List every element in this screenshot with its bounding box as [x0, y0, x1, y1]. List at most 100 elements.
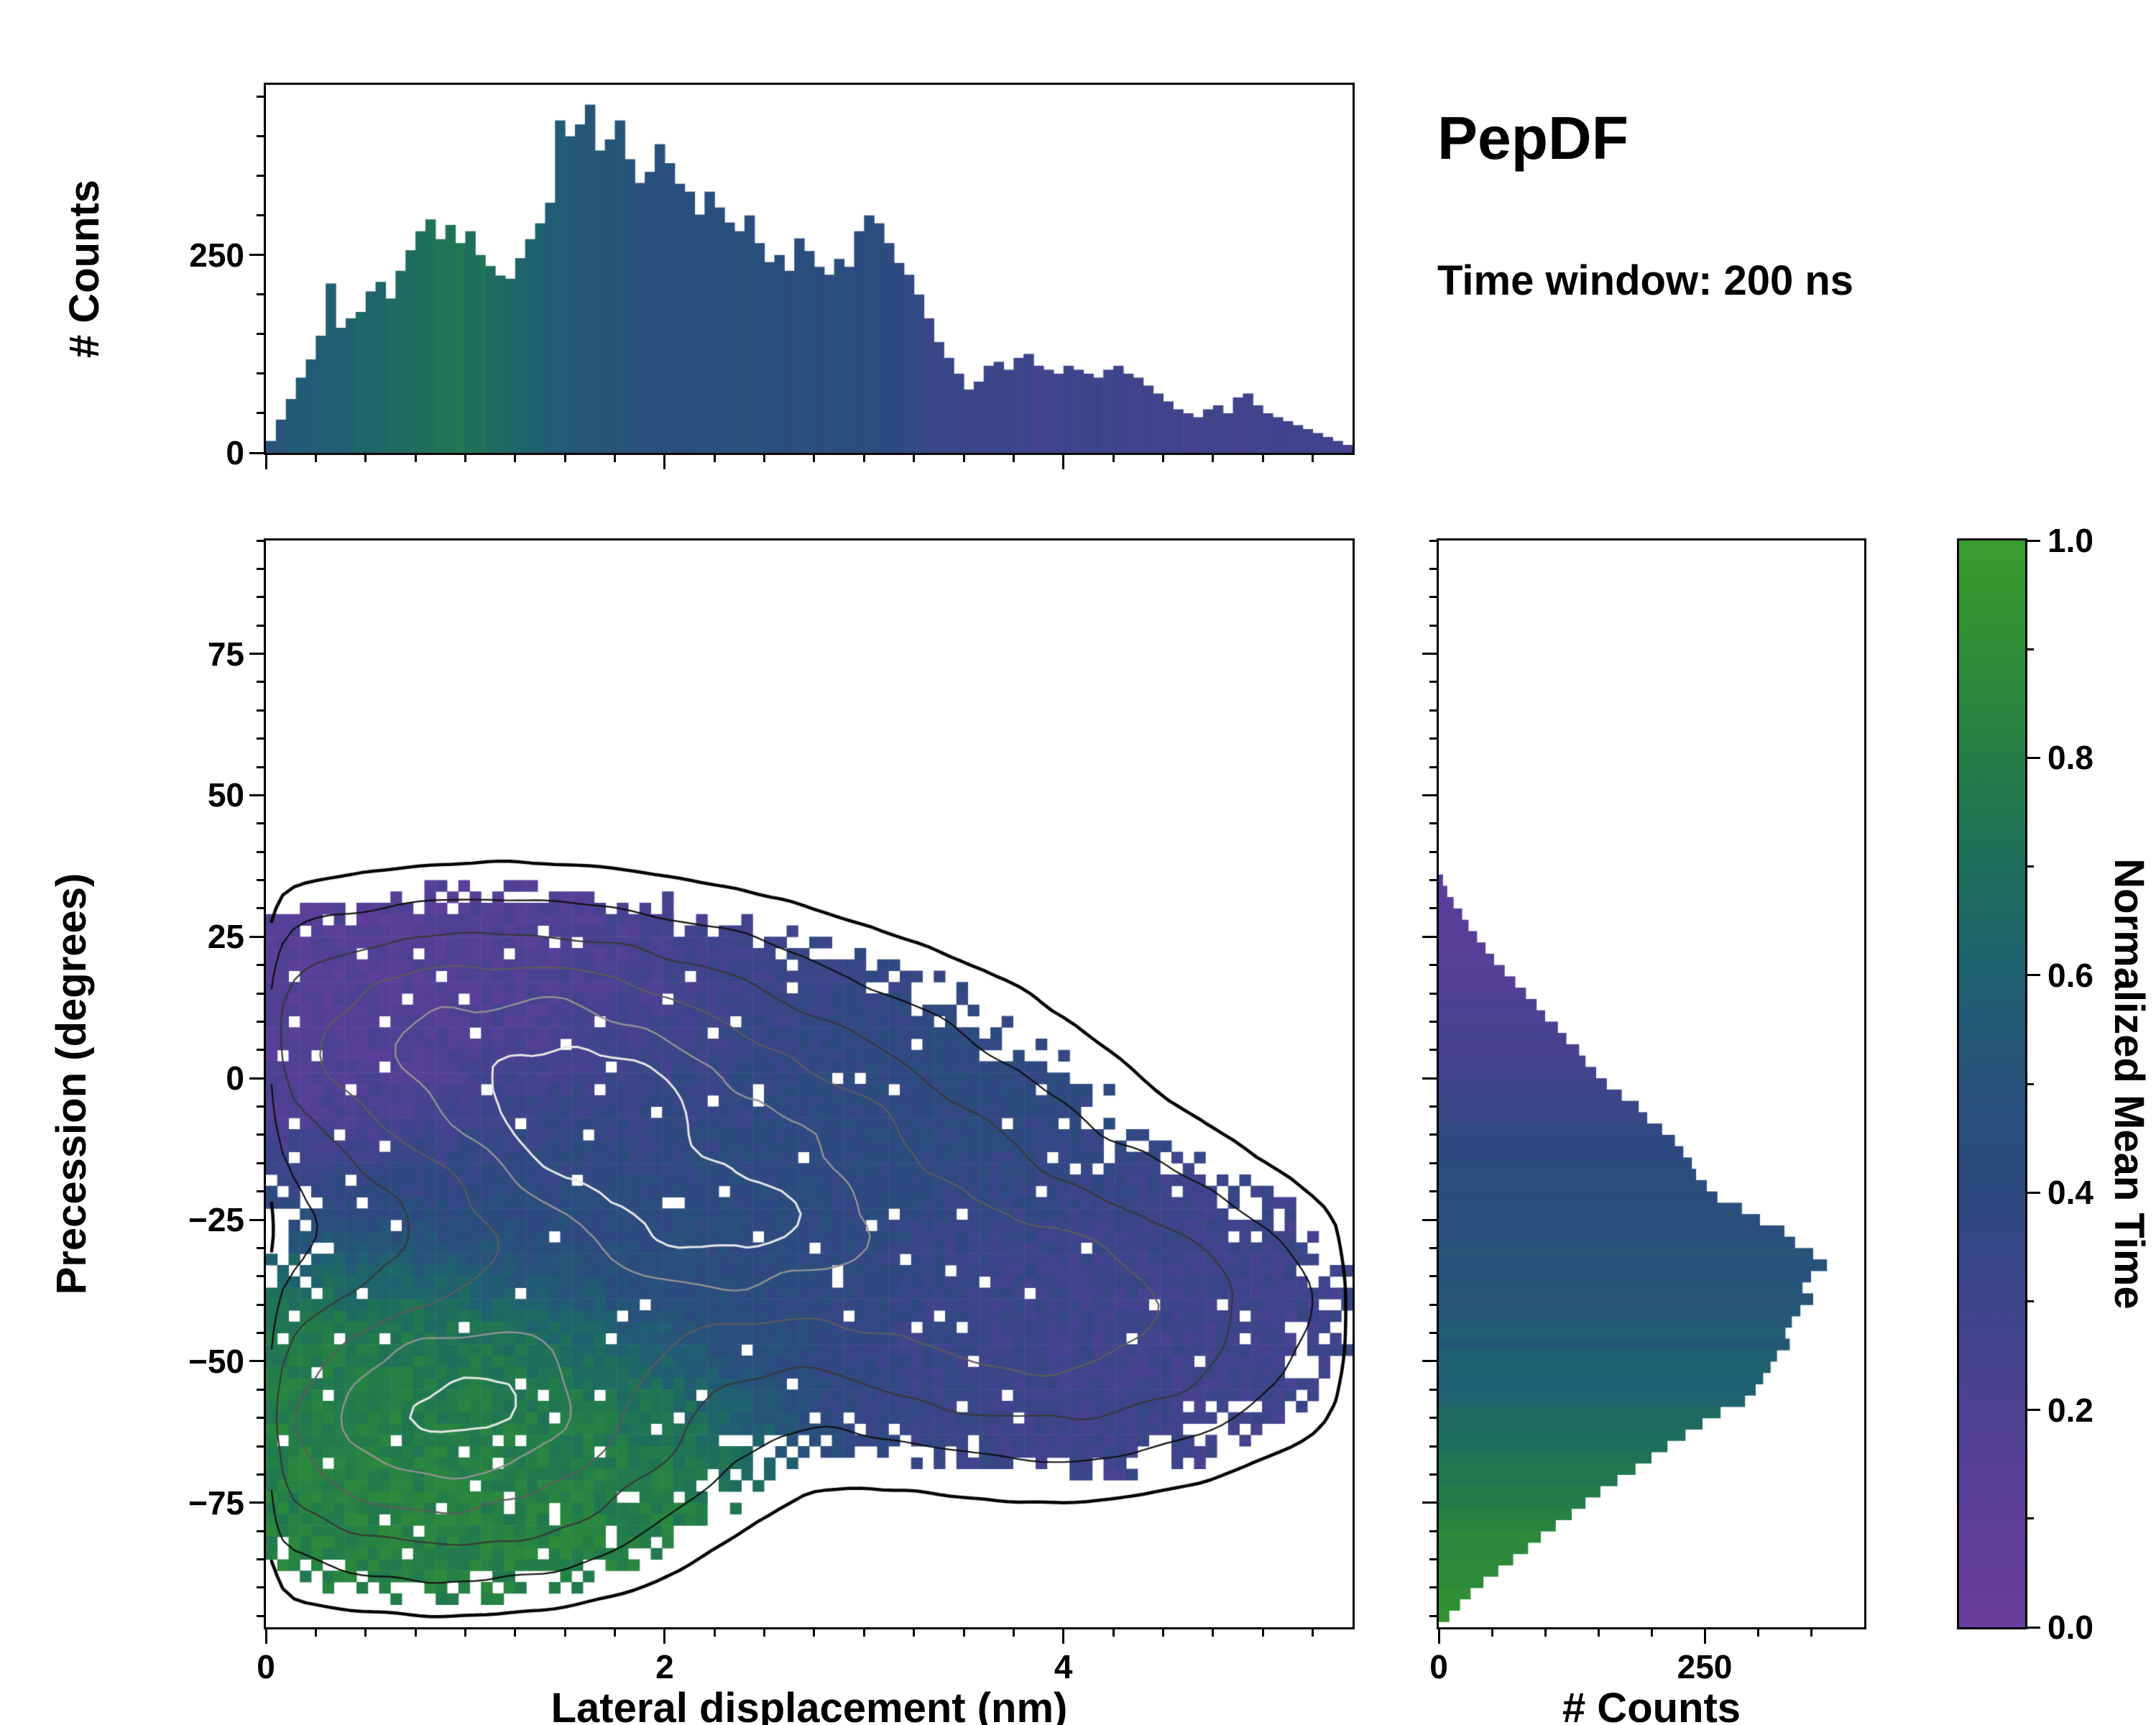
tick-mark [1429, 681, 1437, 684]
tick-mark [257, 1558, 264, 1560]
tick-mark [1429, 1020, 1437, 1023]
tick-mark [1429, 1162, 1437, 1164]
tick-label: 0.6 [2047, 956, 2093, 994]
tick-mark [1212, 1629, 1215, 1637]
tick-mark [257, 214, 264, 217]
tick-label: 0 [226, 1059, 244, 1098]
tick-label: 1.0 [2047, 522, 2093, 559]
tick-mark [257, 1303, 264, 1306]
tick-mark [1429, 992, 1437, 995]
tick-mark [1261, 455, 1264, 462]
tick-mark [1429, 737, 1437, 740]
tick-mark [1429, 1614, 1437, 1617]
tick-mark [862, 1629, 865, 1637]
tick-mark [514, 1629, 517, 1637]
tick-mark [2027, 1191, 2040, 1194]
tick-mark [1161, 1629, 1164, 1637]
tick-mark [1810, 1629, 1812, 1637]
tick-mark [257, 850, 264, 853]
tick-mark [2027, 974, 2040, 977]
tick-mark [1312, 455, 1314, 462]
tick-mark [257, 907, 264, 910]
colorbar-canvas [1959, 540, 2025, 1627]
tick-mark [257, 175, 264, 178]
tick-mark [1429, 1558, 1437, 1560]
top-histogram-canvas [266, 85, 1353, 453]
tick-label: 50 [207, 776, 244, 814]
tick-mark [1261, 1629, 1264, 1637]
tick-mark [2027, 539, 2040, 542]
tick-mark [1422, 1501, 1437, 1504]
top-histogram-y-axis-label: # Counts [61, 179, 108, 359]
tick-mark [257, 964, 264, 967]
tick-label: −50 [188, 1342, 244, 1380]
tick-label: 0 [226, 434, 244, 472]
tick-mark [1429, 1303, 1437, 1306]
tick-mark [257, 293, 264, 296]
tick-mark [2027, 1626, 2040, 1629]
tick-mark [1312, 1629, 1314, 1637]
tick-mark [249, 254, 264, 257]
tick-mark [1422, 1218, 1437, 1221]
tick-mark [1422, 1077, 1437, 1080]
tick-mark [257, 596, 264, 599]
tick-mark [1429, 1105, 1437, 1108]
tick-mark [1062, 1629, 1065, 1644]
colorbar-panel [1957, 538, 2027, 1629]
joint-x-axis-label: Lateral displacement (nm) [550, 1685, 1068, 1725]
tick-label: 75 [207, 635, 244, 673]
tick-mark [1429, 1275, 1437, 1278]
tick-label: −75 [188, 1484, 244, 1522]
tick-mark [2027, 1300, 2034, 1302]
tick-mark [414, 455, 417, 462]
joint-y-axis-label: Precession (degrees) [48, 873, 95, 1295]
tick-mark [249, 1501, 264, 1504]
tick-mark [314, 455, 317, 462]
tick-mark [663, 455, 666, 469]
tick-mark [264, 455, 267, 469]
tick-mark [514, 455, 517, 462]
right-histogram-panel [1437, 538, 1866, 1629]
tick-mark [257, 539, 264, 542]
tick-mark [464, 1629, 466, 1637]
tick-mark [264, 1629, 267, 1644]
tick-mark [614, 1629, 616, 1637]
tick-mark [1429, 1246, 1437, 1249]
tick-mark [257, 1417, 264, 1420]
plot-title: PepDF [1437, 104, 1629, 172]
tick-mark [1429, 596, 1437, 599]
tick-mark [249, 1077, 264, 1080]
tick-mark [1429, 1473, 1437, 1476]
tick-mark [257, 709, 264, 712]
tick-mark [763, 455, 766, 462]
tick-label: 0.8 [2047, 739, 2093, 777]
tick-mark [257, 681, 264, 684]
tick-label: 0.0 [2047, 1609, 2093, 1646]
tick-mark [257, 1133, 264, 1136]
tick-mark [257, 992, 264, 995]
tick-mark [713, 1629, 716, 1637]
tick-mark [257, 1388, 264, 1391]
tick-mark [257, 1246, 264, 1249]
tick-mark [249, 794, 264, 796]
tick-mark [257, 1445, 264, 1448]
tick-mark [1112, 455, 1115, 462]
tick-mark [563, 1629, 566, 1637]
tick-mark [1012, 1629, 1015, 1637]
tick-mark [257, 879, 264, 881]
tick-mark [257, 1190, 264, 1193]
top-histogram-panel [264, 83, 1355, 455]
tick-mark [257, 96, 264, 98]
tick-mark [1429, 1417, 1437, 1420]
tick-mark [1429, 1388, 1437, 1391]
tick-mark [962, 1629, 965, 1637]
tick-mark [2027, 648, 2034, 650]
right-histogram-x-axis-label: # Counts [1562, 1685, 1741, 1725]
tick-mark [257, 765, 264, 768]
right-histogram-canvas [1439, 540, 1864, 1627]
tick-mark [257, 567, 264, 570]
tick-label: −25 [188, 1201, 244, 1238]
tick-label: 0.4 [2047, 1174, 2093, 1212]
tick-mark [1429, 1332, 1437, 1334]
joint-plot-panel [264, 538, 1355, 1629]
